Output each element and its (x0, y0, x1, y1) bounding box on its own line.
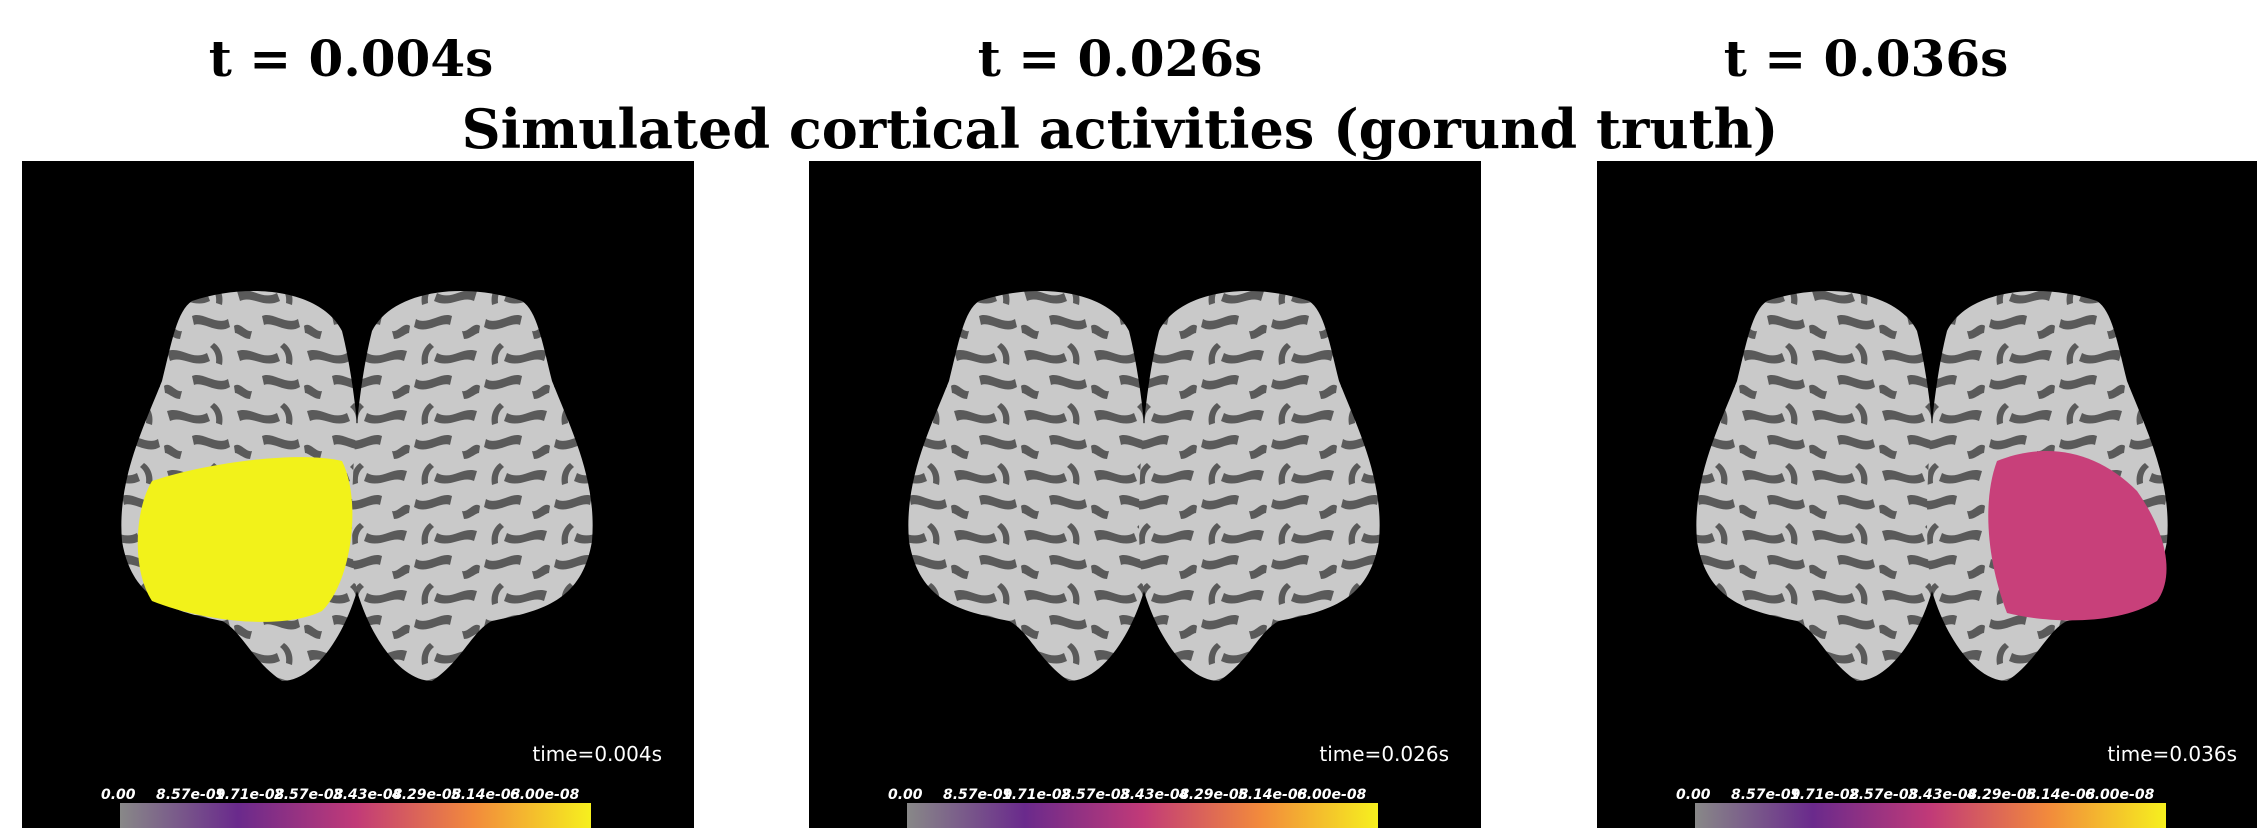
colorbar-label: 1.71e-08 (1002, 787, 1072, 803)
time-label: time=0.026s (1319, 742, 1449, 766)
colorbar (907, 803, 1378, 828)
colorbar-label: 3.43e-08 (333, 787, 403, 803)
colorbar-label: 4.29e-08 (1966, 787, 2037, 803)
colorbar-label: 6.00e-08 (510, 787, 580, 803)
figure-title: Simulated cortical activities (gorund tr… (462, 97, 1779, 161)
panel: time=0.026s 0.00 8.57e-091.71e-082.57e-083… (809, 161, 1481, 828)
colorbar-label: 1.71e-08 (215, 787, 285, 803)
colorbar-label: 5.14e-08 (1238, 787, 1308, 803)
colorbar (1695, 803, 2166, 828)
colorbar-label: 6.00e-08 (2085, 787, 2155, 803)
colorbar-label: 0.00 (1676, 787, 1711, 803)
panel: time=0.036s 0.00 8.57e-091.71e-082.57e-083… (1597, 161, 2257, 828)
time-label: time=0.004s (532, 742, 662, 766)
colorbar-label: 4.29e-08 (1178, 787, 1249, 803)
colorbar-label: 0.00 (888, 787, 923, 803)
panel-title: t = 0.004s (209, 29, 494, 88)
colorbar-label: 1.71e-08 (1790, 787, 1860, 803)
time-label: time=0.036s (2107, 742, 2237, 766)
colorbar-label: 2.57e-08 (1849, 787, 1919, 803)
activation-region (1988, 451, 2167, 621)
colorbar-label: 5.14e-08 (2026, 787, 2096, 803)
colorbar (120, 803, 591, 828)
colorbar-label: 2.57e-08 (274, 787, 344, 803)
panel-title: t = 0.036s (1724, 29, 2009, 88)
colorbar-label: 6.00e-08 (1297, 787, 1367, 803)
colorbar-label: 3.43e-08 (1908, 787, 1978, 803)
colorbar-label: 5.14e-08 (451, 787, 521, 803)
panel-title: t = 0.026s (978, 29, 1263, 88)
activation-region (137, 457, 353, 622)
colorbar-label: 8.57e-09 (1731, 787, 1801, 803)
colorbar-label: 8.57e-09 (943, 787, 1013, 803)
colorbar-label: 4.29e-08 (391, 787, 462, 803)
colorbar-label: 3.43e-08 (1120, 787, 1190, 803)
colorbar-label: 2.57e-08 (1061, 787, 1131, 803)
panel: time=0.004s 0.00 8.57e-091.71e-082.57e-083… (22, 161, 694, 828)
colorbar-label: 0.00 (101, 787, 136, 803)
colorbar-label: 8.57e-09 (156, 787, 226, 803)
